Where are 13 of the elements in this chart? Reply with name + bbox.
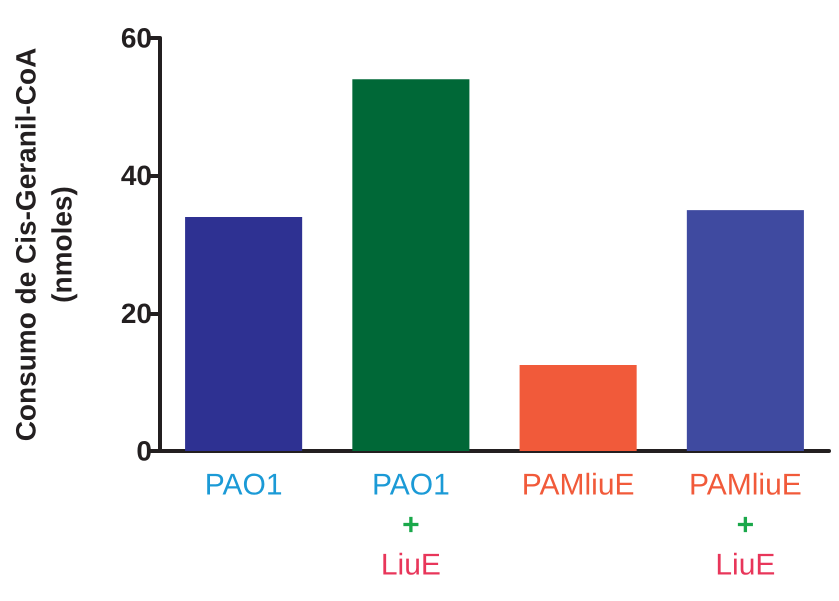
y-tick-label: 60 (120, 22, 152, 54)
x-tick-label: PAMliuE + LiuE (688, 468, 802, 582)
y-tick-label: 40 (120, 160, 152, 192)
x-tick-label: PAO1 + LiuE (372, 468, 450, 582)
y-tick-label: 0 (136, 436, 152, 466)
y-axis-title: Consumo de Cis-Geranil-CoA (nmoles) (10, 48, 78, 442)
y-tick-label: 20 (120, 298, 152, 329)
x-tick-label: PAMliuE (522, 468, 635, 502)
bar (185, 216, 302, 451)
bar (352, 79, 470, 451)
bar (520, 364, 637, 451)
x-tick-label: PAO1 (204, 468, 283, 502)
bar (686, 210, 804, 451)
